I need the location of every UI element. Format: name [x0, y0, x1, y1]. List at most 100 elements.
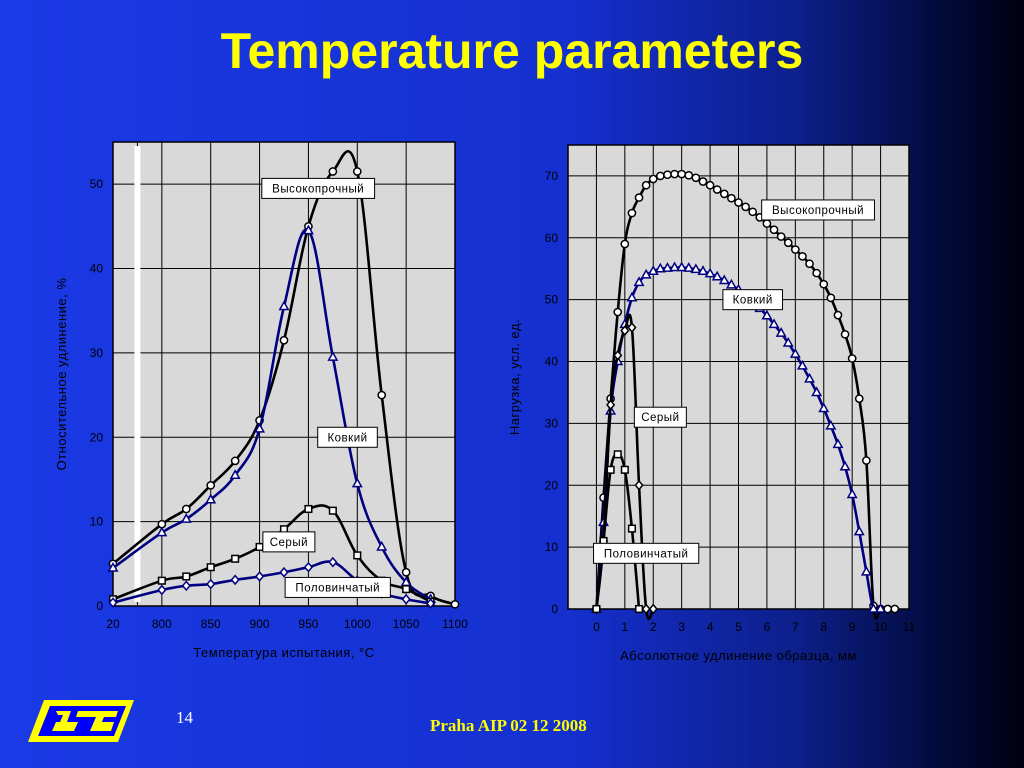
x-tick-label: 3	[678, 620, 685, 634]
data-point	[862, 456, 871, 465]
data-point	[230, 574, 240, 586]
x-tick-label: 11	[903, 620, 916, 634]
series-label: Серый	[270, 537, 308, 549]
series-3: Серый	[591, 313, 687, 621]
series-label: Ковкий	[733, 295, 773, 307]
data-point	[663, 170, 672, 180]
y-tick-label: 70	[545, 169, 559, 183]
data-point	[180, 513, 192, 523]
data-point	[718, 274, 730, 285]
data-point	[741, 202, 750, 212]
data-point	[353, 551, 362, 560]
series-label: Половинчатый	[604, 548, 689, 560]
data-point	[670, 169, 679, 179]
x-tick-label: 6	[764, 620, 771, 634]
logo-icon	[28, 700, 134, 742]
data-point	[327, 351, 339, 361]
data-point	[860, 565, 872, 576]
data-point	[206, 578, 216, 590]
data-point	[634, 604, 644, 614]
data-point	[677, 169, 687, 179]
data-point	[592, 604, 601, 614]
data-point	[825, 419, 837, 430]
data-point	[351, 477, 363, 488]
data-point	[634, 193, 644, 202]
data-point	[613, 450, 622, 459]
series-label-box	[593, 542, 700, 564]
data-point	[613, 307, 623, 317]
y-tick-label: 30	[545, 416, 559, 430]
data-point	[205, 493, 217, 504]
data-point	[727, 193, 736, 203]
axis-break-marker	[134, 146, 141, 602]
data-point	[690, 263, 702, 274]
y-tick-label: 40	[545, 355, 559, 369]
x-axis-label: Абсолютное удлинение образца, мм	[620, 648, 857, 663]
y-tick-label: 0	[96, 599, 103, 613]
data-point	[279, 566, 289, 578]
right-chart-group: 0 10 20 30 40 50 60 70 0 1 2 3 4 5 6 7 8 9 10 11 Абсолютное …	[507, 144, 916, 663]
data-point	[648, 603, 658, 615]
data-point	[303, 561, 314, 573]
series-2: Ковкий	[590, 261, 887, 614]
y-tick-label: 0	[551, 602, 558, 616]
data-point	[783, 238, 793, 248]
data-point	[613, 349, 623, 361]
y-tick-label: 50	[90, 177, 104, 191]
data-point	[328, 556, 338, 568]
data-point	[425, 598, 436, 609]
data-point	[719, 189, 729, 199]
data-point	[181, 580, 191, 592]
data-point	[805, 259, 814, 269]
data-point	[206, 481, 216, 490]
data-point	[847, 354, 857, 363]
x-tick-label: 1	[621, 620, 628, 634]
data-point	[656, 171, 665, 181]
data-point	[890, 604, 900, 614]
data-point	[676, 261, 688, 272]
slide-number: 14	[176, 708, 193, 727]
data-point	[254, 571, 265, 582]
data-point	[748, 207, 758, 217]
y-tick-label: 10	[90, 515, 104, 529]
data-point	[254, 422, 266, 433]
series-line	[112, 228, 432, 601]
data-point	[352, 167, 362, 176]
x-tick-label: 950	[298, 617, 318, 631]
data-point	[704, 267, 716, 278]
data-point	[641, 180, 651, 190]
data-point	[620, 325, 630, 336]
data-point	[401, 593, 411, 605]
data-point	[826, 293, 836, 303]
data-point	[255, 542, 264, 551]
data-point	[402, 585, 411, 594]
x-tick-label: 10	[874, 620, 888, 634]
series-label: Половинчатый	[295, 582, 380, 594]
data-point	[627, 524, 636, 533]
data-point	[377, 390, 387, 400]
x-tick-label: 850	[201, 617, 221, 631]
data-point	[230, 456, 240, 466]
data-point	[812, 268, 821, 278]
data-point	[182, 572, 191, 581]
data-point	[761, 309, 773, 320]
data-point	[846, 488, 858, 499]
data-point	[776, 232, 786, 241]
series-label-box	[284, 576, 391, 598]
data-point	[626, 291, 638, 302]
series-2: Ковкий	[107, 224, 437, 604]
data-point	[302, 224, 314, 235]
data-point	[620, 465, 629, 474]
data-point	[627, 208, 637, 218]
data-point	[401, 567, 411, 577]
series-label: Ковкий	[327, 432, 367, 444]
data-point	[782, 336, 794, 347]
series-label-box	[262, 531, 316, 553]
data-point	[818, 402, 830, 413]
data-point	[683, 262, 695, 272]
data-point	[231, 554, 240, 563]
y-tick-label: 30	[90, 346, 104, 360]
x-tick-label: 9	[849, 620, 856, 634]
y-tick-label: 50	[545, 293, 559, 307]
data-point	[853, 525, 865, 536]
